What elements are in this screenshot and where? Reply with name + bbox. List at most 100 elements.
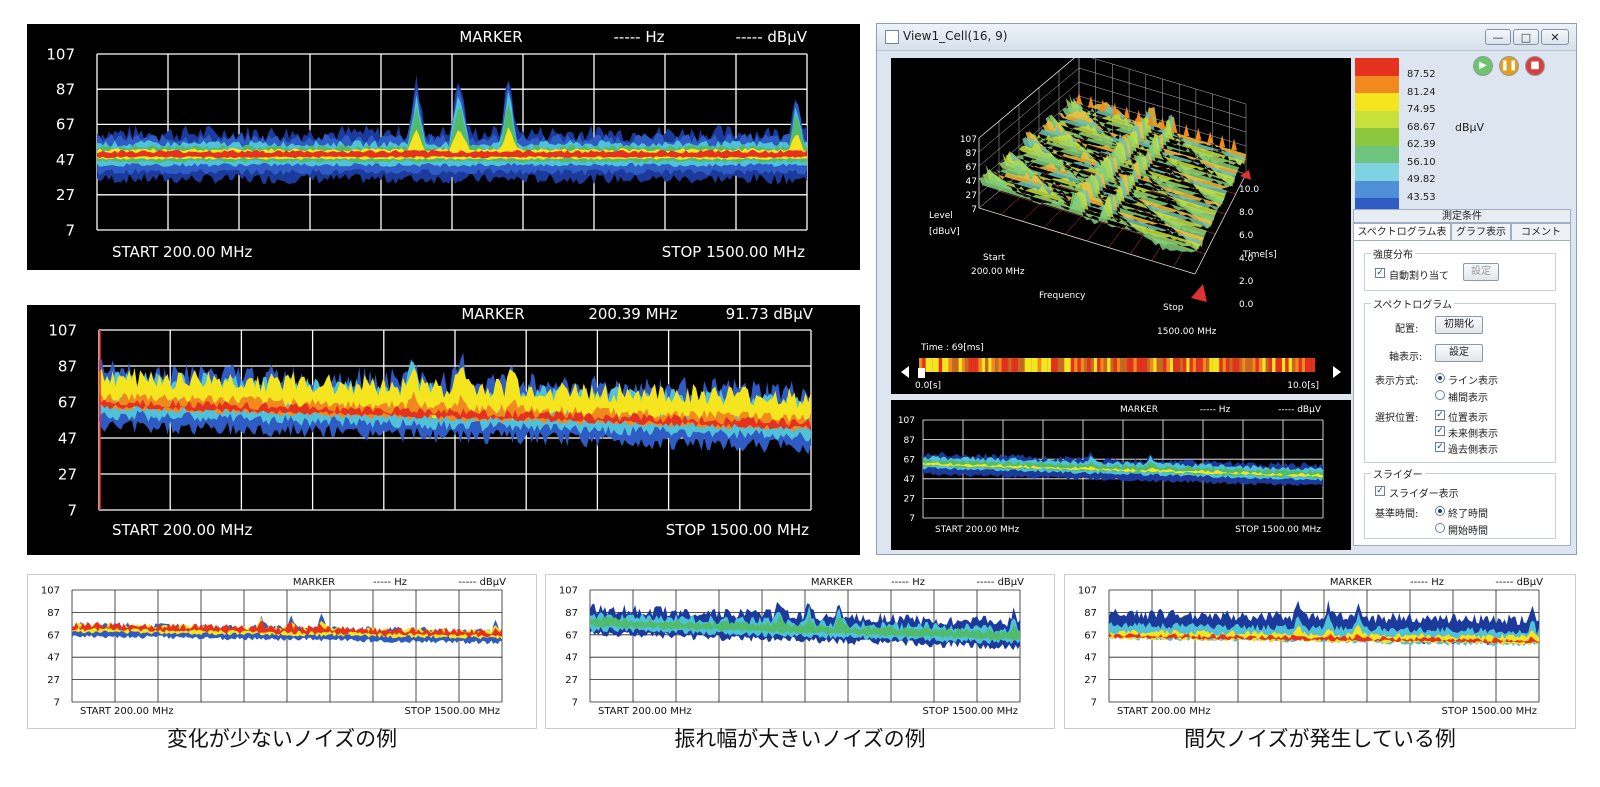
tab-comment[interactable]: コメント [1511,223,1571,241]
y-tick-label: 47 [904,475,915,485]
position-display-checkbox[interactable]: ✓ [1435,410,1445,420]
timeline-segment [981,358,986,372]
spectrogram-surface-strip [982,169,1199,251]
timeline-segment [1018,358,1022,372]
y-tick-label: 107 [898,416,915,426]
past-display-label: 過去側表示 [1448,445,1498,456]
measurement-conditions-header[interactable]: 測定条件 [1353,209,1571,223]
timeline-segment [1021,358,1025,372]
y-tick-label: 87 [1084,608,1097,619]
slider-display-label: スライダー表示 [1389,489,1459,500]
ref-time-label: 基準時間: [1375,509,1419,520]
timeline-segment [1202,358,1207,372]
time-tick: 10.0 [1239,185,1259,195]
stop-icon[interactable]: ■ [1525,56,1545,76]
timeline-segment [1100,358,1104,372]
timeline-segment [958,358,962,372]
timeline-segment [1120,358,1124,372]
timeline-segment [1166,358,1170,372]
spectrogram-surface-strip [1022,137,1219,211]
maximize-button[interactable]: □ [1513,29,1539,45]
start-time-radio[interactable] [1435,523,1445,533]
interp-display-radio[interactable] [1435,390,1445,400]
settings-panel: 測定条件 スペクトログラム表示 グラフ表示 コメント 強度分布 ✓ 自動割り当て… [1353,209,1571,549]
auto-assign-checkbox[interactable]: ✓ [1375,268,1385,278]
time-tick: 4.0 [1239,254,1254,264]
timeline-segment [1262,358,1266,372]
timeline-segment [1275,358,1279,372]
axis-settings-button[interactable]: 設定 [1435,344,1483,362]
spectrum-chart-small-1: 107 87 67 47 27 7 MARKER ----- Hz ----- dBμV STAR… [27,574,537,729]
spectrum-subplot[interactable]: 107 87 67 47 27 7 MARKER ----- Hz ----- dBμV STAR… [891,400,1351,550]
start-frequency-label: START 200.00 MHz [935,525,1020,535]
end-time-radio[interactable] [1435,506,1445,516]
color-scale-legend [1355,58,1399,216]
timeline-segment [1143,358,1147,372]
timeline-segment [1278,358,1283,372]
close-button[interactable]: ✕ [1541,29,1569,45]
initialize-button[interactable]: 初期化 [1435,316,1483,334]
end-time-label: 終了時間 [1448,509,1488,520]
timeline-segment [1216,358,1220,372]
spectrogram-surface-strip [1029,130,1223,207]
y-tick-label: 27 [565,675,578,686]
timeline-segment [1225,358,1230,372]
timeline-segment [1173,358,1177,372]
spectrum-band [97,104,807,163]
slider-display-checkbox[interactable]: ✓ [1375,486,1385,496]
timeline-segment [1047,358,1052,372]
marker-label: MARKER [1120,405,1158,415]
surface-peak [1171,120,1178,133]
tab-graph[interactable]: グラフ表示 [1451,223,1511,241]
marker-level: 91.73 dBμV [726,305,814,323]
timeline-segment [1014,358,1019,372]
minimize-button[interactable]: — [1485,29,1511,45]
timeline-segment [1074,358,1078,372]
timeline-segment [955,358,959,372]
past-display-checkbox[interactable]: ✓ [1435,442,1445,452]
app-icon [885,30,899,44]
spectrum-chart-top: 107 87 67 47 27 7 MARKER ----- Hz ----- dBμV STAR… [27,24,860,270]
stop-frequency-label: STOP 1500.00 MHz [1442,706,1537,717]
timeline-segment [1268,358,1273,372]
timeline-segment [1232,358,1236,372]
timeline-segment [1097,358,1101,372]
spectrum-chart-middle: 107 87 67 47 27 7 MARKER 200.39 MHz 91.73 dBμV ST… [27,305,860,555]
surface-peak [1147,113,1154,126]
spectrum-band [99,399,811,431]
spectrogram-surface-strip [1012,153,1214,227]
time-tick: 0.0 [1239,300,1254,310]
title-bar[interactable]: View1_Cell(16, 9) — □ ✕ [877,24,1576,51]
intensity-settings-button[interactable]: 設定 [1463,263,1499,281]
future-display-checkbox[interactable]: ✓ [1435,426,1445,436]
spectrogram-3d-plot[interactable]: 107 87 67 47 27 7 Level [dBuV] Start 200.00 MHz Fr… [891,58,1351,394]
timeline-segment [1311,358,1316,372]
spectrogram-surface-strip [992,170,1204,248]
line-display-radio[interactable] [1435,373,1445,383]
surface-peak [1207,131,1214,144]
surface-peak [1087,95,1094,108]
timeline-segment [919,358,923,372]
spectrogram-3d-view[interactable]: 107 87 67 47 27 7 Level [dBuV] Start 200.00 MHz Fr… [891,58,1351,394]
y-tick-label: 7 [67,501,77,519]
line-display-label: ライン表示 [1448,376,1498,387]
timeline-segment [1077,358,1081,372]
y-tick-label: 7 [1091,698,1097,709]
timeline-segment [1027,358,1032,372]
spectrum-band [97,127,807,160]
play-icon[interactable]: ▶ [1473,56,1493,76]
surface-peak [1111,102,1118,115]
spectrum-subchart[interactable]: 107 87 67 47 27 7 MARKER ----- Hz ----- dBμV STAR… [891,400,1351,550]
timeline-segment [1041,358,1045,372]
spectrogram-surface-strip [1005,152,1211,229]
legend-value: 68.67 [1407,121,1436,133]
legend-color-swatch [1355,145,1399,163]
tab-spectrogram[interactable]: スペクトログラム表示 [1353,223,1451,255]
timeline-segment [1163,358,1167,372]
pause-icon[interactable]: ❚❚ [1499,56,1519,76]
surface-peak [1099,99,1106,112]
y-tick-label: 7 [65,221,75,239]
timeline-segment [1308,358,1312,372]
grid-line [978,58,1075,139]
timeline-segment [1192,358,1197,372]
